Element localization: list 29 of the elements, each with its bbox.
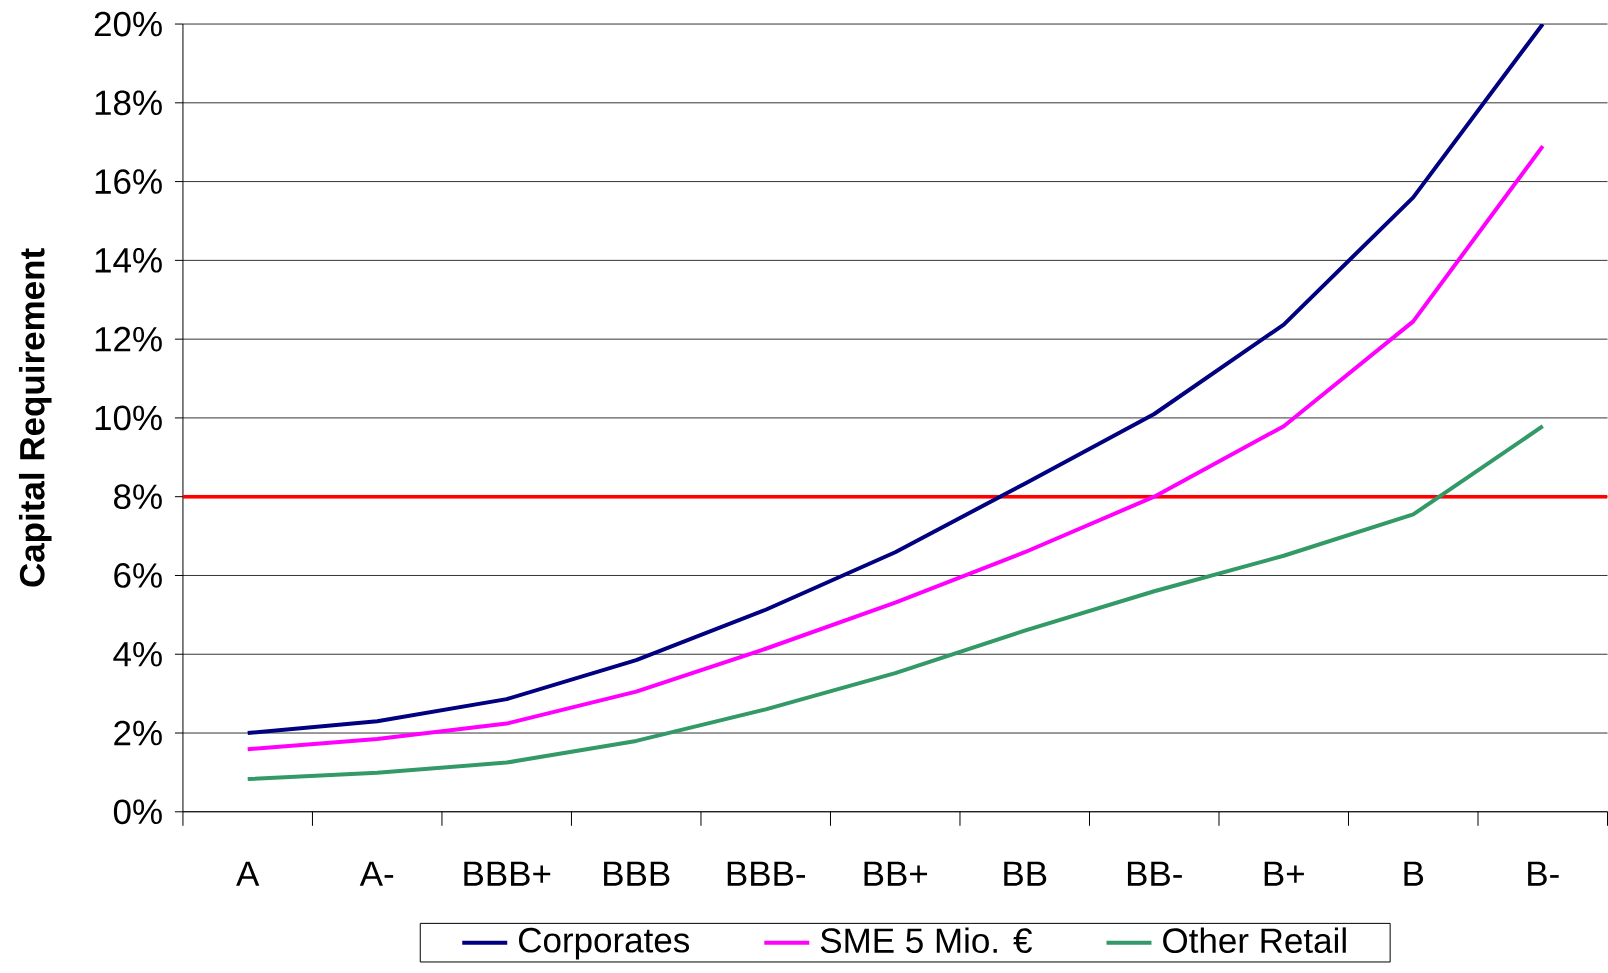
x-tick-label: BB- [1127, 861, 1182, 886]
y-tick-label: 0% [113, 799, 162, 825]
line-series [245, 24, 1545, 736]
x-tick-label: BBB [604, 861, 670, 886]
x-tick-label: BB [1004, 861, 1047, 886]
x-tick-label: BBB+ [464, 861, 551, 886]
legend-label: SME 5 Mio. € [820, 927, 1033, 954]
x-tick-label: A- [359, 861, 394, 886]
y-tick-label: 20% [94, 11, 162, 37]
y-tick-label: 2% [114, 720, 162, 746]
x-tick-label: BB+ [864, 861, 928, 886]
legend-label: Corporates [519, 927, 690, 960]
y-tick-label: 8% [114, 484, 162, 510]
x-tick-label: A [236, 861, 260, 886]
y-tick-label: 4% [113, 642, 162, 667]
line-series [245, 144, 1545, 752]
x-tick-label: B [1404, 861, 1424, 886]
y-tick-label: 14% [95, 248, 162, 273]
y-tick-label: 18% [95, 90, 162, 116]
y-axis-title: Capital Requirement [18, 248, 52, 587]
x-tick-label: BBB- [727, 861, 805, 886]
y-tick-label: 16% [95, 169, 162, 195]
legend-label: Other Retail [1163, 927, 1346, 954]
x-tick-label: B- [1528, 861, 1559, 886]
y-tick-label: 6% [114, 563, 162, 588]
y-tick-label: 12% [95, 326, 162, 352]
y-tick-label: 10% [95, 405, 162, 431]
line-series [245, 424, 1545, 782]
x-tick-label: B+ [1264, 861, 1304, 886]
